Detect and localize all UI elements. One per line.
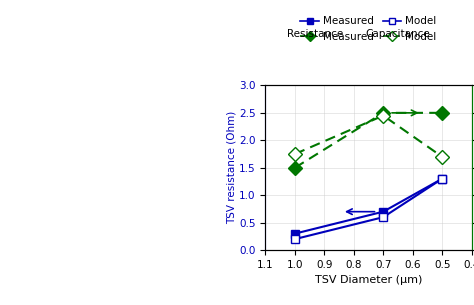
Text: Resistance: Resistance — [287, 29, 343, 39]
Text: Capacitance: Capacitance — [366, 29, 430, 39]
Legend: Measured, Measured, Model, Model: Measured, Measured, Model, Model — [301, 16, 437, 42]
Y-axis label: TSV resistance (Ohm): TSV resistance (Ohm) — [226, 111, 237, 224]
X-axis label: TSV Diameter (μm): TSV Diameter (μm) — [315, 275, 422, 285]
